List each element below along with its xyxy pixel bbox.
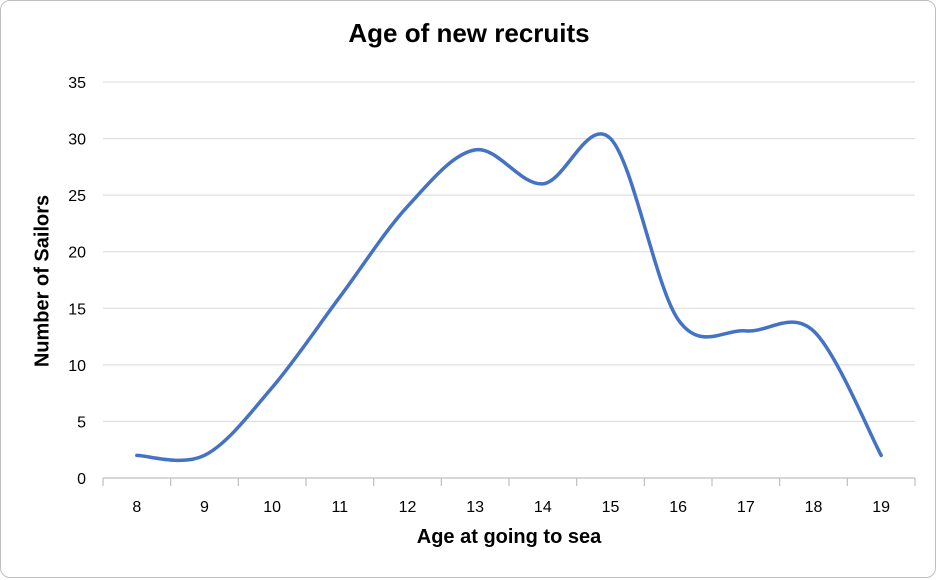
y-tick-label: 15	[68, 301, 86, 318]
x-tick-label: 13	[466, 499, 484, 516]
series-layer	[135, 132, 883, 463]
y-tick-label: 10	[68, 358, 86, 375]
y-tick-label: 30	[68, 132, 86, 149]
gridlines	[103, 81, 915, 422]
chart-title: Age of new recruits	[348, 18, 590, 48]
x-tick-label: 16	[669, 499, 687, 516]
x-tick-label: 18	[805, 499, 823, 516]
y-tick-label: 20	[68, 245, 86, 262]
y-tick-label: 25	[68, 188, 86, 205]
y-tick-label: 0	[77, 471, 86, 488]
x-axis-tick-labels: 8 9 10 11 12 13 14 15 16 17 18 19	[132, 499, 890, 516]
x-axis-title: Age at going to sea	[416, 526, 602, 548]
x-tick-label: 17	[737, 499, 755, 516]
y-axis-tick-labels: 0 5 10 15 20 25 30 35	[68, 75, 86, 488]
x-tick-label: 11	[332, 499, 349, 516]
y-tick-label: 35	[68, 75, 86, 92]
x-tick-label: 10	[263, 499, 281, 516]
x-tick-label: 12	[399, 499, 417, 516]
x-tick-label: 19	[872, 499, 890, 516]
x-tick-label: 15	[602, 499, 620, 516]
y-axis-title: Number of Sailors	[31, 194, 54, 368]
y-tick-label: 5	[77, 414, 86, 431]
x-tick-label: 8	[132, 499, 141, 516]
series-line	[135, 132, 883, 463]
x-tick-label: 14	[534, 499, 552, 516]
x-axis	[102, 477, 916, 486]
x-tick-label: 9	[200, 499, 209, 516]
